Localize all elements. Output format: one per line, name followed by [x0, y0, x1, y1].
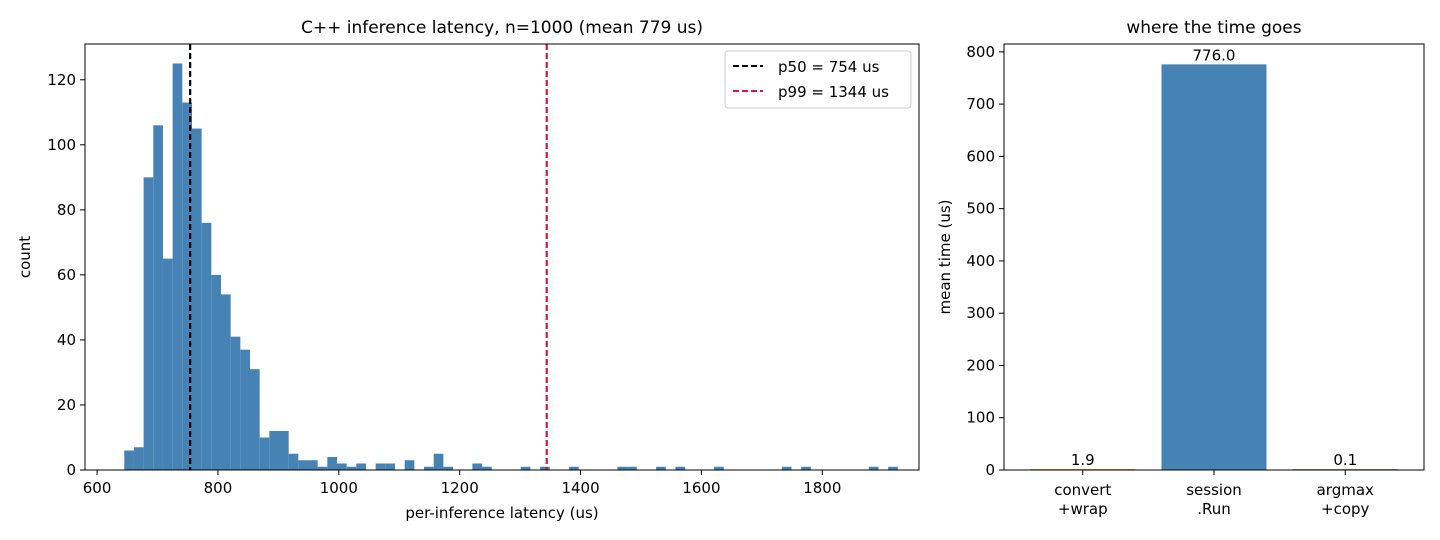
histogram-bar: [143, 177, 154, 470]
y-tick-label: 600: [966, 147, 995, 165]
y-tick-label: 0: [985, 461, 995, 479]
histogram-bar: [279, 430, 289, 470]
histogram-plot-frame: [84, 43, 920, 471]
percentile-lines: [189, 44, 548, 470]
x-tick-label: 1400: [561, 479, 599, 497]
y-tick-label: 400: [966, 252, 995, 270]
y-tick-label: 80: [57, 201, 76, 219]
x-tick-label: .Run: [1197, 500, 1231, 518]
histogram-bar: [182, 102, 192, 470]
histogram-bar: [617, 466, 628, 470]
legend-label-p50: p50 = 754 us: [778, 58, 880, 76]
histogram-bar: [520, 466, 531, 470]
y-tick-label: 800: [966, 43, 995, 61]
y-tick-label: 40: [57, 331, 76, 349]
y-tick-label: 60: [57, 266, 76, 284]
x-tick-label: 1600: [682, 479, 720, 497]
histogram-x-axis-label: per-inference latency (us): [405, 504, 598, 522]
x-tick-label: +copy: [1321, 500, 1370, 518]
histogram-bar: [781, 466, 792, 470]
breakdown-x-ticks: convert+wrap session.Run argmax+copy: [1054, 470, 1374, 518]
y-tick-label: 700: [966, 95, 995, 113]
histogram-bar: [327, 456, 338, 470]
x-tick-label: 1800: [803, 479, 841, 497]
x-tick-label: +wrap: [1058, 500, 1108, 518]
histogram-bar: [162, 258, 173, 470]
histogram-bar: [868, 466, 879, 470]
histogram-bar: [888, 466, 898, 470]
histogram-bar: [153, 125, 163, 471]
histogram-bar: [356, 463, 367, 470]
y-tick-label: 20: [57, 396, 76, 414]
histogram-bar: [240, 349, 250, 470]
breakdown-y-ticks: 0 100 200 300 400 500 600 700 800: [966, 43, 1004, 479]
histogram-x-ticks: 600 800 1000 1200 1400 1600 1800: [83, 470, 841, 497]
y-tick-label: 120: [47, 71, 76, 89]
breakdown-bars: 1.9 776.0 0.1: [1030, 46, 1398, 470]
histogram-bar: [346, 466, 357, 470]
x-tick-label: 1200: [441, 479, 479, 497]
histogram-bar: [288, 453, 299, 470]
bar-value-label: 1.9: [1071, 451, 1095, 469]
histogram-bar: [627, 466, 637, 470]
histogram-bar: [201, 222, 212, 470]
histogram-bar: [472, 463, 483, 470]
bar-value-label: 776.0: [1193, 46, 1236, 64]
y-tick-label: 500: [966, 200, 995, 218]
histogram-bar: [211, 274, 221, 470]
histogram-bar: [424, 466, 434, 470]
histogram-bar: [172, 63, 183, 470]
histogram-bar: [298, 460, 308, 470]
legend-label-p99: p99 = 1344 us: [778, 83, 889, 101]
y-tick-label: 100: [966, 409, 995, 427]
x-tick-label: 600: [83, 479, 112, 497]
histogram-bar: [230, 336, 241, 470]
histogram-bar: [220, 294, 231, 470]
histogram-bar: [801, 466, 811, 470]
histogram-bar: [317, 466, 328, 470]
histogram-bar: [385, 463, 396, 470]
histogram-y-ticks: 0 20 40 60 80 100 120: [47, 71, 85, 479]
histogram-bar: [191, 128, 202, 471]
histogram-y-axis-label: count: [16, 236, 34, 278]
y-tick-label: 200: [966, 356, 995, 374]
y-tick-label: 0: [66, 461, 76, 479]
histogram-bar: [404, 460, 415, 470]
bar-value-label: 0.1: [1333, 451, 1357, 469]
histogram-legend: p50 = 754 us p99 = 1344 us: [724, 50, 912, 109]
histogram-bar: [308, 460, 318, 470]
breakdown-bar: [1161, 64, 1267, 470]
histogram-bar: [714, 466, 724, 470]
histogram-bar: [443, 466, 454, 470]
y-tick-label: 300: [966, 304, 995, 322]
histogram-bar: [433, 453, 444, 470]
breakdown-title: where the time goes: [1126, 18, 1301, 38]
y-tick-label: 100: [47, 136, 76, 154]
legend-box: [724, 50, 912, 109]
histogram-bar: [656, 466, 666, 470]
histogram-panel: C++ inference latency, n=1000 (mean 779 …: [16, 18, 920, 522]
histogram-bars: [124, 63, 898, 471]
histogram-bar: [482, 466, 492, 470]
histogram-title: C++ inference latency, n=1000 (mean 779 …: [301, 18, 703, 38]
breakdown-y-axis-label: mean time (us): [936, 200, 954, 315]
histogram-bar: [124, 450, 134, 470]
x-tick-label: convert: [1054, 481, 1111, 499]
x-tick-label: 1000: [320, 479, 358, 497]
histogram-bar: [269, 430, 279, 470]
histogram-bar: [249, 369, 260, 470]
histogram-bar: [337, 463, 347, 470]
histogram-bar: [259, 437, 270, 470]
histogram-bar: [375, 463, 386, 470]
histogram-bar: [675, 466, 686, 470]
x-tick-label: argmax: [1317, 481, 1374, 499]
x-tick-label: session: [1186, 481, 1242, 499]
histogram-bar: [569, 466, 579, 470]
histogram-bar: [540, 466, 550, 470]
histogram-bar: [133, 447, 144, 470]
x-tick-label: 800: [204, 479, 233, 497]
